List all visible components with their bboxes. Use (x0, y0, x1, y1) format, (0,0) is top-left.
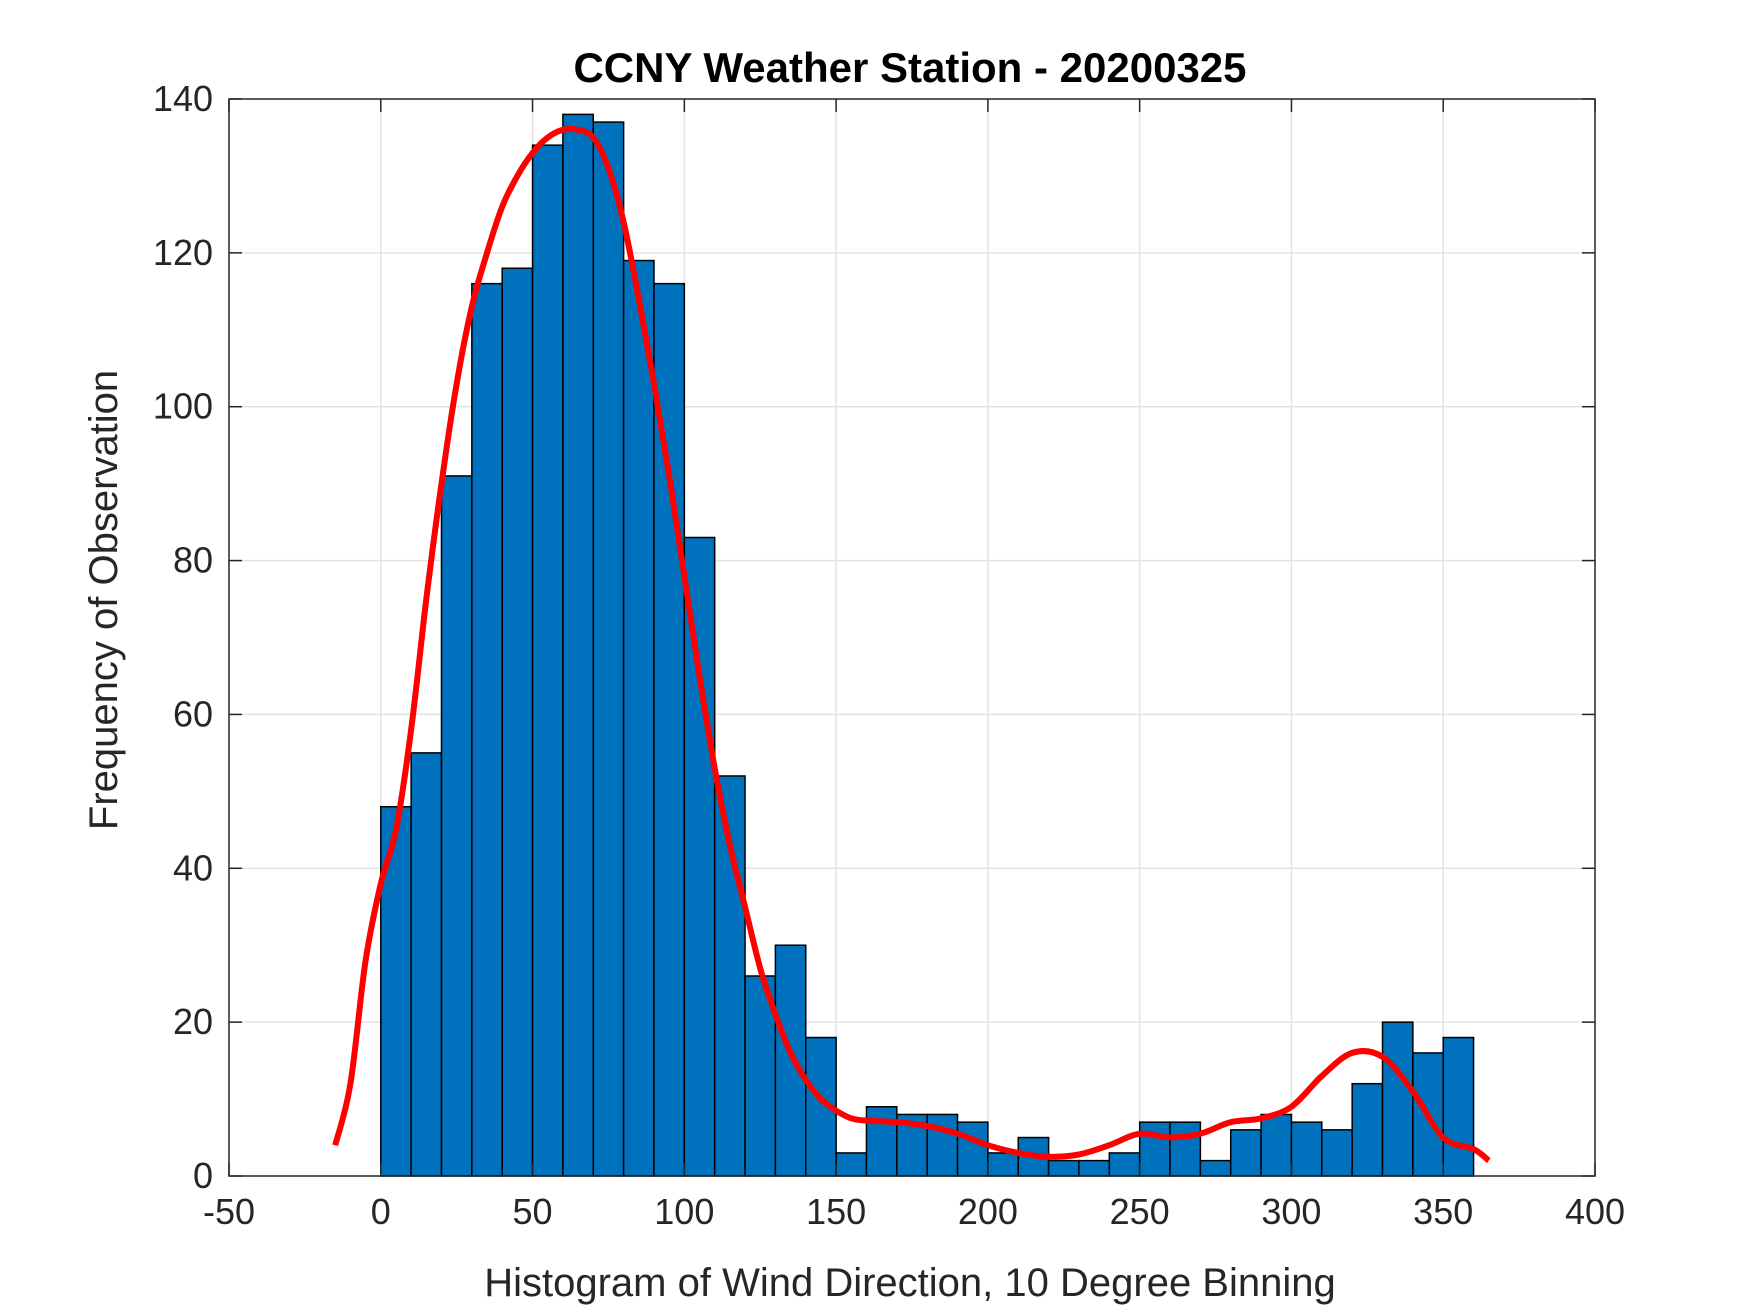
y-tick-label: 60 (173, 693, 213, 734)
histogram-bar (683, 536, 716, 1177)
histogram-bar (1078, 1159, 1111, 1177)
chart-title: CCNY Weather Station - 20200325 (573, 44, 1246, 91)
fit-curve (332, 125, 1491, 1164)
y-tick-label: 140 (153, 78, 213, 119)
histogram-bar (1108, 1152, 1141, 1177)
histogram-bar (956, 1121, 989, 1177)
x-tick-label: 200 (958, 1191, 1018, 1232)
x-tick-label: 50 (513, 1191, 553, 1232)
axes-frame (228, 98, 1596, 1177)
histogram-bar (380, 805, 412, 1177)
histogram-bar (1381, 1021, 1414, 1177)
histogram-bar (1199, 1159, 1232, 1177)
y-tick-label: 100 (153, 386, 213, 427)
histogram-bar (1321, 1129, 1353, 1177)
y-tick-label: 120 (153, 232, 213, 273)
histogram-bar (1260, 1113, 1293, 1177)
histogram-bar (1290, 1121, 1323, 1177)
axes-box (228, 98, 1596, 1177)
y-tick-label: 0 (193, 1155, 213, 1196)
x-tick-label: -50 (203, 1191, 255, 1232)
histogram-bar (1169, 1121, 1202, 1177)
histogram-bar (926, 1113, 959, 1177)
y-tick-label: 40 (173, 847, 213, 888)
histogram-bar (1351, 1082, 1384, 1177)
y-tick-label: 80 (173, 540, 213, 581)
x-tick-label: 250 (1110, 1191, 1170, 1232)
histogram-bar (501, 267, 534, 1177)
histogram-bar (592, 121, 625, 1177)
histogram-bar (774, 944, 807, 1177)
x-tick-label: 100 (654, 1191, 714, 1232)
histogram-bar (865, 1106, 898, 1177)
histogram-bar (835, 1152, 868, 1177)
histogram-bar (1047, 1159, 1080, 1177)
histogram-bar (410, 752, 443, 1177)
histogram-bar (1229, 1129, 1262, 1177)
fit-curve-group (332, 125, 1491, 1164)
histogram-bar (471, 282, 503, 1177)
y-tick-label: 20 (173, 1001, 213, 1042)
x-tick-label: 350 (1413, 1191, 1473, 1232)
histogram-bar (440, 475, 473, 1177)
histogram-bar (531, 144, 564, 1177)
y-axis-title: Frequency of Observation (82, 370, 126, 830)
histogram-bar (562, 113, 595, 1177)
y-tick-labels: 0 20 40 60 80 100 120 140 (153, 78, 213, 1196)
histogram-bar (1442, 1036, 1475, 1177)
x-tick-labels: -50 0 50 100 150 200 250 300 350 400 (203, 1191, 1625, 1232)
x-axis-title: Histogram of Wind Direction, 10 Degree B… (484, 1261, 1336, 1305)
x-tick-label: 300 (1261, 1191, 1321, 1232)
x-tick-label: 0 (371, 1191, 391, 1232)
x-tick-label: 400 (1565, 1191, 1625, 1232)
histogram-bars (380, 113, 1475, 1177)
histogram-bar (1138, 1121, 1171, 1177)
x-tick-label: 150 (806, 1191, 866, 1232)
histogram-bar (987, 1152, 1019, 1177)
histogram-bar (622, 259, 655, 1177)
